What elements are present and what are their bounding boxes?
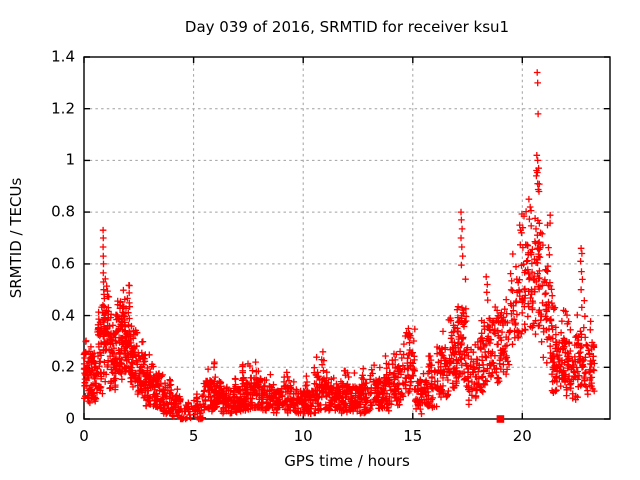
x-axis-label: GPS time / hours: [284, 452, 410, 470]
x-tick-label: 5: [188, 427, 199, 445]
y-axis-label: SRMTID / TECUs: [7, 177, 25, 299]
x-tick-label: 20: [512, 427, 532, 445]
y-tick-label: 1.4: [51, 47, 75, 66]
y-tick-label: 1: [65, 150, 75, 169]
chart-title: Day 039 of 2016, SRMTID for receiver ksu…: [184, 18, 510, 36]
y-tick-label: 0: [65, 409, 75, 428]
x-tick-label: 0: [79, 427, 89, 445]
y-tick-label: 0.6: [51, 254, 75, 273]
y-tick-label: 1.2: [51, 99, 75, 118]
y-tick-label: 0.4: [51, 306, 75, 325]
x-tick-label: 15: [403, 427, 423, 445]
y-tick-label: 0.8: [51, 202, 75, 221]
y-tick-label: 0.2: [51, 357, 75, 376]
x-tick-label: 10: [293, 427, 313, 445]
